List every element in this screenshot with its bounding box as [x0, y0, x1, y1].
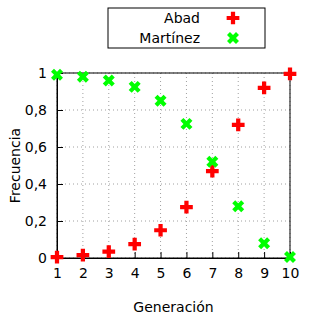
tick: 0 — [38, 250, 63, 266]
grid-line — [57, 110, 290, 111]
series — [50, 66, 297, 265]
point — [258, 81, 271, 94]
grid-line — [57, 184, 290, 185]
tick: 7 — [208, 252, 217, 281]
point — [77, 249, 90, 262]
chart: 1 2 3 4 56 7 8 9 10 0 0,2 0,4 0,6 0,8 1 Generación Frecu… — [0, 0, 320, 320]
tick: 9 — [260, 252, 269, 281]
grid-line — [186, 73, 187, 258]
tick-label: 10 — [282, 265, 300, 281]
point — [126, 78, 144, 96]
point — [177, 115, 195, 133]
grid-line — [57, 221, 290, 222]
series — [51, 68, 297, 264]
tick-label: 1 — [53, 265, 62, 281]
grid-line — [264, 73, 265, 258]
tick: 0,4 — [25, 176, 63, 192]
tick-label: 9 — [260, 265, 269, 281]
axis-line — [58, 258, 291, 259]
tick-label: 4 — [131, 265, 140, 281]
grid-line — [238, 73, 239, 258]
tick-label: 3 — [105, 265, 114, 281]
tick-label: 7 — [208, 265, 217, 281]
tick: 0,8 — [25, 102, 63, 118]
point — [100, 71, 118, 89]
x-axis: 1 2 3 4 56 7 8 9 10 — [53, 252, 299, 281]
point — [154, 224, 167, 237]
legend-marker — [224, 29, 242, 47]
tick: 8 — [234, 252, 243, 281]
point — [128, 238, 141, 251]
legend-label: Abad — [164, 10, 200, 26]
tick-mark — [212, 252, 213, 258]
point — [281, 248, 297, 265]
point — [229, 197, 247, 215]
point — [51, 251, 64, 264]
tick: 0,6 — [25, 139, 63, 155]
point — [232, 118, 245, 131]
point — [50, 66, 66, 84]
point — [102, 245, 115, 258]
x-axis-title: Generación — [133, 299, 213, 315]
point — [180, 201, 193, 214]
tick: 0,2 — [25, 213, 63, 229]
y-axis-title: Frecuencia — [7, 128, 23, 203]
tick: 4 — [131, 252, 140, 281]
grid-line — [108, 73, 109, 258]
tick-mark — [57, 221, 63, 222]
tick-label: 0,4 — [25, 176, 47, 192]
tick-label: 1 — [38, 65, 47, 81]
y-axis: 0 0,2 0,4 0,6 0,8 1 — [25, 65, 63, 266]
point — [152, 92, 170, 110]
tick-mark — [57, 110, 63, 111]
legend-box — [108, 8, 265, 48]
tick-mark — [57, 147, 63, 148]
point — [255, 234, 273, 252]
tick-label: 6 — [182, 265, 191, 281]
tick-mark — [264, 252, 265, 258]
tick-label: 2 — [79, 265, 88, 281]
tick-mark — [161, 252, 162, 258]
legend: Abad Martínez — [108, 8, 265, 48]
tick-label: 8 — [234, 265, 243, 281]
tick-label: 0,6 — [25, 139, 47, 155]
tick-label: 0 — [38, 250, 47, 266]
tick-mark — [186, 252, 187, 258]
grid-line — [134, 73, 135, 258]
tick: 5 — [157, 252, 166, 281]
plot-area — [50, 66, 297, 265]
plot-frame — [57, 73, 290, 258]
tick-label: 0,2 — [25, 213, 47, 229]
tick-label: 5 — [157, 265, 166, 281]
grid-line — [57, 147, 290, 148]
point — [284, 68, 297, 81]
point — [203, 153, 221, 171]
legend-label: Martínez — [139, 30, 200, 46]
axis-line — [57, 74, 58, 259]
legend-marker — [227, 12, 240, 25]
point — [74, 68, 92, 86]
tick-mark — [238, 252, 239, 258]
grid — [57, 73, 290, 258]
grid-line — [82, 73, 83, 258]
point — [206, 165, 219, 178]
tick-label: 0,8 — [25, 102, 47, 118]
tick-mark — [135, 252, 136, 258]
tick-mark — [57, 184, 63, 185]
tick: 6 — [182, 252, 191, 281]
